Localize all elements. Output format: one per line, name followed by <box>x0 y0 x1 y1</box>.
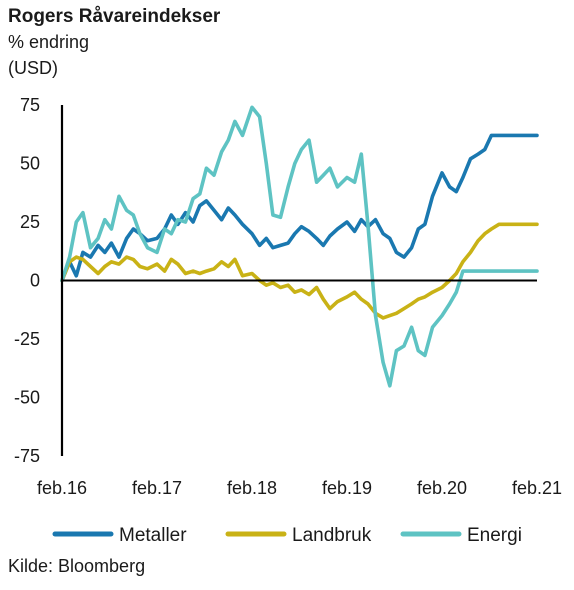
x-tick-label: feb.17 <box>132 478 182 498</box>
x-tick-label: feb.20 <box>417 478 467 498</box>
plot-lines <box>60 105 539 388</box>
x-tick-label: feb.18 <box>227 478 277 498</box>
chart-subtitle-currency: (USD) <box>8 58 58 78</box>
y-tick-label: 0 <box>30 271 40 291</box>
y-tick-label: 50 <box>20 154 40 174</box>
series-line-landbruk <box>60 222 539 320</box>
y-tick-label: -25 <box>14 329 40 349</box>
source-note: Kilde: Bloomberg <box>8 556 146 576</box>
y-tick-label: -75 <box>14 446 40 466</box>
x-tick-label: feb.16 <box>37 478 87 498</box>
chart-title: Rogers Råvareindekser <box>8 6 221 27</box>
series-line-energi <box>60 105 539 388</box>
chart-subtitle-unit: % endring <box>8 32 90 52</box>
legend-label-metaller: Metaller <box>119 525 187 546</box>
y-tick-label: -50 <box>14 388 40 408</box>
legend-label-energi: Energi <box>467 525 522 546</box>
y-tick-label: 25 <box>20 212 40 232</box>
axes: 75 50 25 0 -25 -50 -75 feb.16 feb.17 feb.18 feb.19… <box>14 95 562 498</box>
x-tick-label: feb.21 <box>512 478 562 498</box>
legend-label-landbruk: Landbruk <box>292 525 372 546</box>
y-tick-label: 75 <box>20 95 40 115</box>
x-tick-label: feb.19 <box>322 478 372 498</box>
legend: Metaller Landbruk Energi <box>52 525 522 546</box>
